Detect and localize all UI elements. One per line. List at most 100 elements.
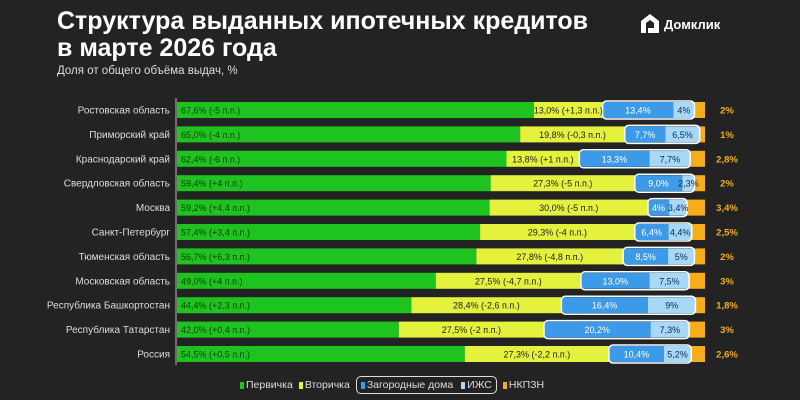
data-label: 44,4% (+2,3 п.п.) <box>181 301 250 311</box>
bar-segment <box>177 346 465 362</box>
data-label: 3,4% <box>716 203 738 214</box>
data-label: 30,0% (-5 п.п.) <box>539 203 598 213</box>
domclick-logo: Домклик <box>640 13 720 35</box>
bar-segment <box>649 150 691 167</box>
bar-segment <box>489 199 648 216</box>
house-logo-icon <box>641 14 659 33</box>
data-label: 20,2% <box>585 325 611 335</box>
data-label: 65,0% (-4 п.п.) <box>181 130 240 140</box>
data-label: 4% <box>652 203 665 213</box>
bar-segment <box>634 175 683 192</box>
individual-housing-group-outline <box>622 246 696 267</box>
data-label: 2,6% <box>716 350 738 361</box>
bar-segment <box>623 248 669 265</box>
data-label: 28,4% (-2,6 п.п.) <box>453 301 520 311</box>
bar-segment <box>177 297 412 314</box>
category-label: Свердловская область <box>64 178 170 190</box>
bar-segment <box>490 175 635 192</box>
data-label: 29,3% (-4 п.п.) <box>528 228 587 238</box>
bar-segment <box>647 199 670 216</box>
bar-segment <box>691 346 705 362</box>
bar-segment <box>177 199 490 216</box>
data-label: 1,8% <box>716 301 738 312</box>
chart-title: Структура выданных ипотечных кредитов в … <box>57 7 589 62</box>
bar-segment <box>695 297 705 314</box>
data-label: 10,4% <box>624 350 650 360</box>
bar-segment <box>533 102 603 118</box>
bar-segment <box>665 126 700 143</box>
bar-segment <box>690 150 705 167</box>
bar-segment <box>480 224 635 240</box>
bar-segment <box>694 175 705 192</box>
bar-segment <box>177 224 481 240</box>
bar-segment <box>177 175 491 192</box>
data-label: 2,8% <box>716 154 738 165</box>
legend-swatch <box>240 381 244 389</box>
legend: Первичка Вторичка Загородные дома ИЖС НК… <box>240 376 544 394</box>
bar-segment <box>668 248 695 265</box>
bar-segment <box>634 224 669 240</box>
category-label: Россия <box>137 350 170 361</box>
bar-segment <box>177 321 399 338</box>
bar-segment <box>687 199 705 216</box>
legend-item-country-houses[interactable]: Загородные дома <box>360 379 453 391</box>
bar-segment <box>682 175 695 192</box>
data-label: 9,0% <box>648 179 669 189</box>
bar-segment <box>398 321 544 338</box>
data-label: 49,0% (+4 п.п.) <box>181 276 243 286</box>
data-label: 7,3% <box>660 325 681 335</box>
bar-segment <box>543 321 651 338</box>
bar-segment <box>177 150 507 167</box>
bar-segment <box>602 102 674 118</box>
data-label: 16,4% <box>592 301 618 311</box>
data-label: 56,7% (+6,3 п.п.) <box>181 252 250 262</box>
individual-housing-group-outline <box>601 100 696 120</box>
data-label: 27,5% (-2 п.п.) <box>442 325 501 335</box>
legend-item-primary[interactable]: Первичка <box>240 379 293 391</box>
bar-segment <box>689 272 705 289</box>
individual-housing-group-outline <box>608 344 693 364</box>
legend-swatch <box>298 381 303 389</box>
data-label: 13,4% <box>625 106 651 116</box>
data-label: 3% <box>720 276 734 287</box>
data-label: 6,4% <box>641 228 662 238</box>
category-label: Ростовская область <box>78 105 170 117</box>
bar-segment <box>520 126 625 143</box>
individual-housing-group-outline <box>578 149 691 169</box>
bar-segment <box>691 224 705 240</box>
bar-segment <box>476 248 624 265</box>
data-label: 2% <box>720 179 734 190</box>
individual-housing-group-outline <box>634 222 693 242</box>
category-label: Москва <box>136 203 171 214</box>
data-label: 5,2% <box>667 350 688 360</box>
data-label: 2,5% <box>716 228 738 239</box>
category-label: Республика Татарстан <box>66 324 170 336</box>
bar-segment <box>650 321 690 338</box>
category-label: Тюменская область <box>79 251 170 263</box>
data-label: 57,4% (+3,4 п.п.) <box>181 228 250 238</box>
bar-segment <box>668 224 692 240</box>
individual-housing-group-outline <box>560 295 697 315</box>
legend-swatch <box>502 381 507 389</box>
data-label: 4% <box>677 106 690 116</box>
bar-segment <box>177 126 521 143</box>
data-label: 3% <box>720 325 734 336</box>
data-label: 7,7% <box>635 130 656 140</box>
data-label: 27,3% (-5 п.п.) <box>533 179 592 189</box>
bar-segment <box>435 272 581 289</box>
data-label: 2,3% <box>678 179 699 189</box>
legend-item-secondary[interactable]: Вторичка <box>298 379 350 391</box>
individual-housing-group-outline <box>543 319 690 340</box>
bar-segment <box>699 126 705 143</box>
data-label: 42,0% (+0,4 п.п.) <box>181 325 250 335</box>
legend-swatch <box>461 381 466 389</box>
legend-item-izhs[interactable]: ИЖС <box>461 379 492 391</box>
data-label: 5% <box>675 252 688 262</box>
bar-segment <box>608 346 664 362</box>
individual-housing-group-outline <box>580 271 690 291</box>
data-label: 2% <box>720 106 734 117</box>
bar-segment <box>177 102 534 118</box>
data-label: 19,8% (-0,3 п.п.) <box>539 130 606 140</box>
legend-item-nkpzn[interactable]: НКПЗН <box>502 379 544 391</box>
